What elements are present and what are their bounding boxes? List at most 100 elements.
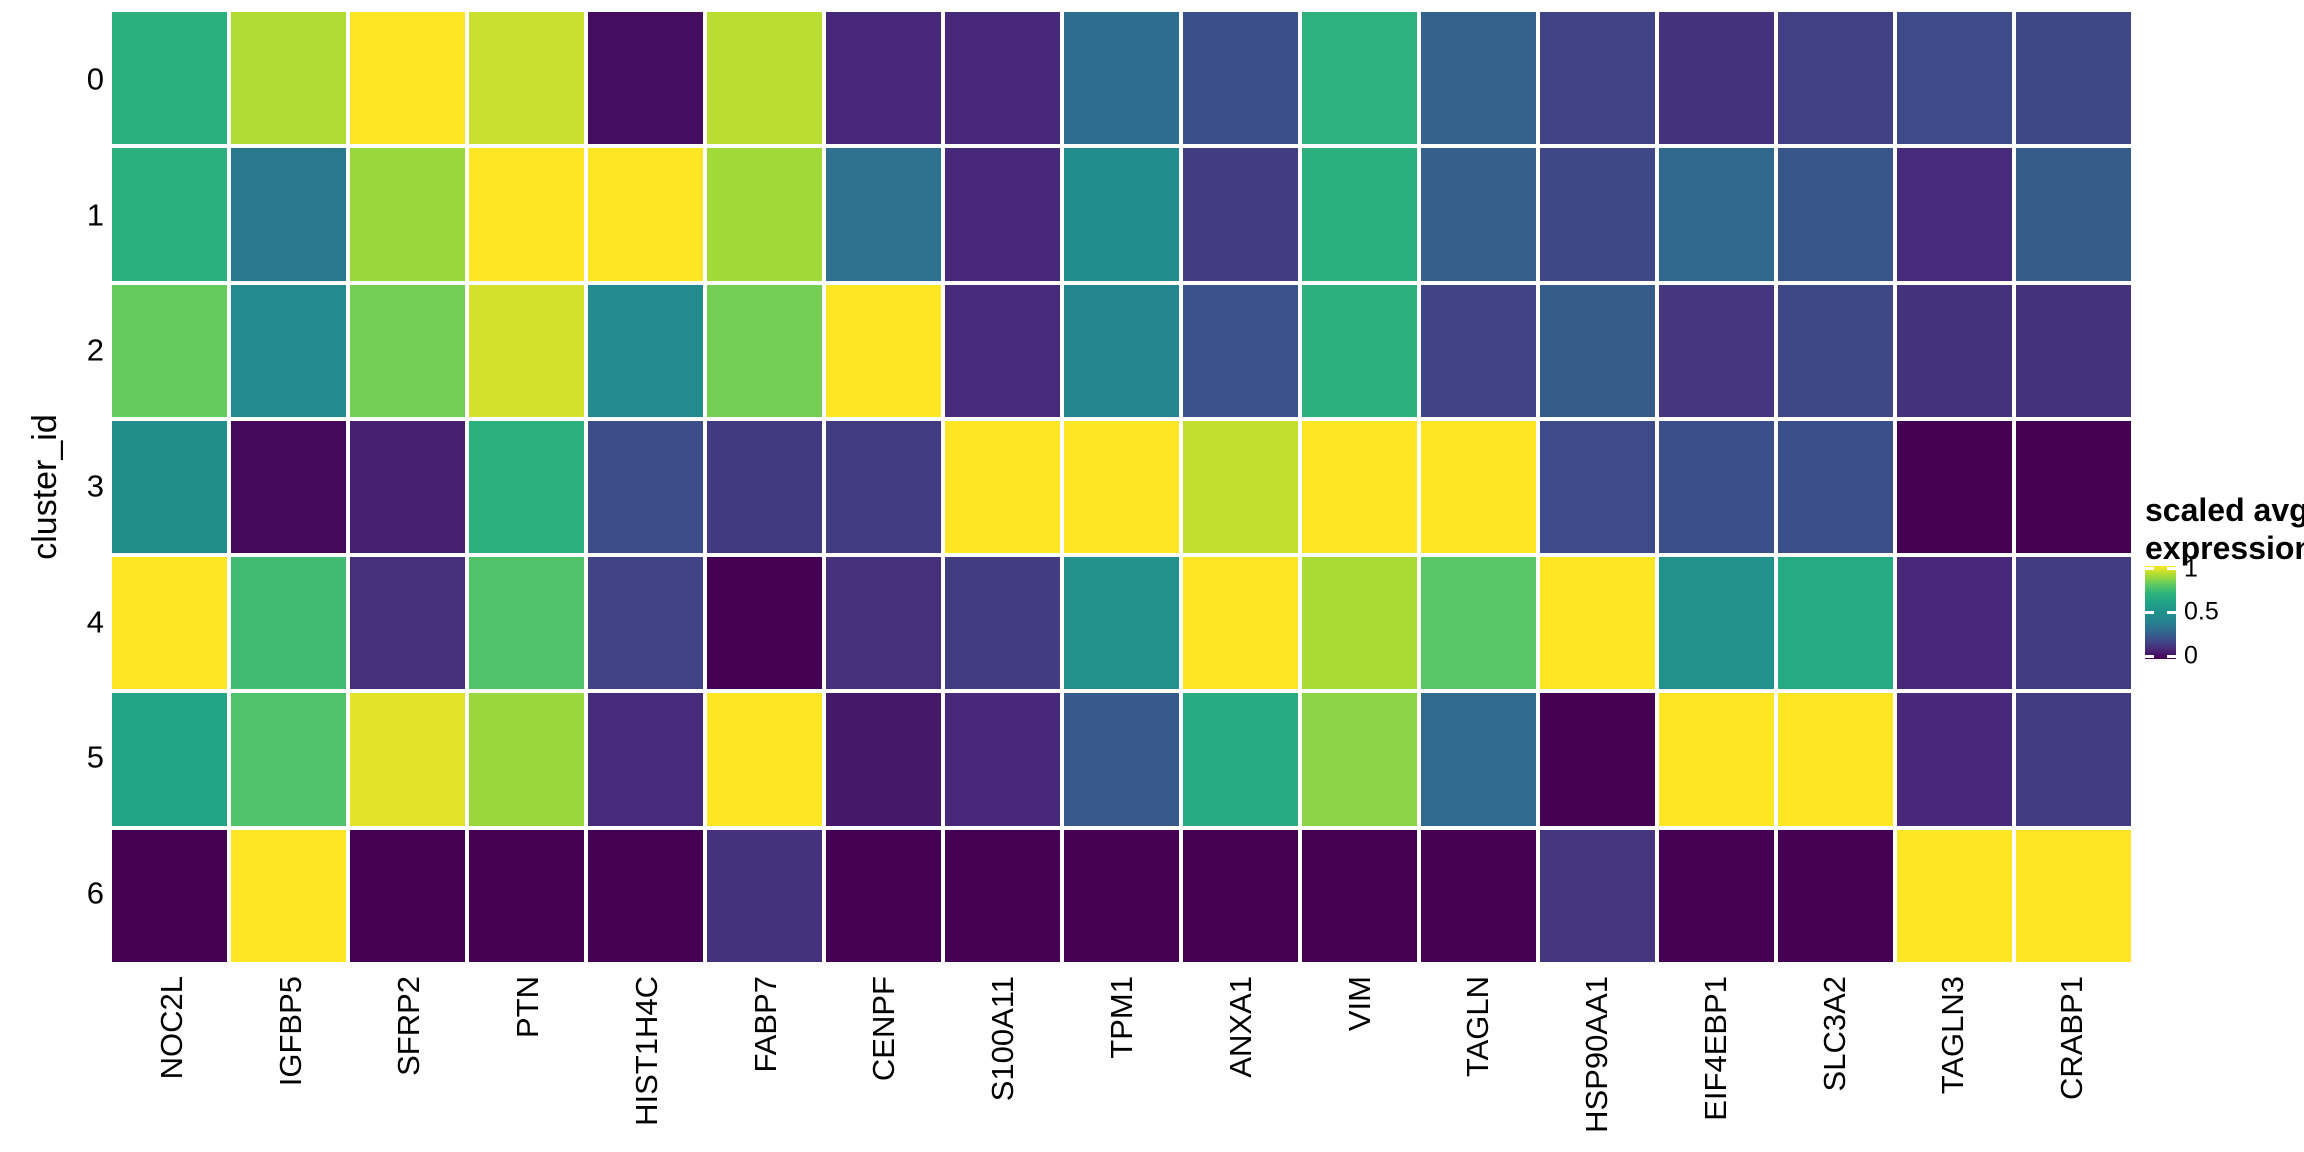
heatmap-cell (112, 284, 227, 417)
heatmap-cell (350, 557, 465, 690)
heatmap-cell (1421, 829, 1536, 962)
heatmap-cell (1302, 284, 1417, 417)
heatmap-cell (1659, 420, 1774, 554)
heatmap-cell (1302, 420, 1417, 554)
heatmap-cell (1421, 420, 1536, 554)
heatmap-cell (112, 557, 227, 690)
heatmap-cell (469, 693, 584, 826)
heatmap-cell (1302, 557, 1417, 690)
heatmap-cell (588, 693, 703, 826)
x-tick-label: SFRP2 (391, 976, 427, 1076)
heatmap-cell (945, 12, 1060, 145)
x-tick-label: PTN (510, 976, 546, 1038)
heatmap-grid (112, 12, 2131, 962)
heatmap-cell (945, 148, 1060, 281)
heatmap-cell (588, 12, 703, 145)
x-tick-label: TAGLN3 (1935, 976, 1971, 1095)
heatmap-cell (112, 693, 227, 826)
heatmap-cell (1540, 284, 1655, 417)
heatmap-cell (588, 148, 703, 281)
heatmap-cell (2016, 829, 2131, 962)
x-tick-label: CRABP1 (2054, 976, 2090, 1101)
heatmap-cell (1778, 829, 1893, 962)
heatmap-cell (350, 420, 465, 554)
heatmap-cell (1064, 693, 1179, 826)
heatmap-cell (588, 557, 703, 690)
heatmap-cell (1302, 829, 1417, 962)
heatmap-cell (1897, 12, 2012, 145)
x-tick-label: HSP90AA1 (1579, 976, 1615, 1133)
x-tick-label: VIM (1341, 976, 1377, 1032)
heatmap-cell (1778, 12, 1893, 145)
heatmap-cell (1778, 693, 1893, 826)
legend-tick-mark (2145, 611, 2154, 614)
heatmap-cell (1897, 148, 2012, 281)
heatmap-cell (826, 557, 941, 690)
heatmap-cell (469, 420, 584, 554)
heatmap-cell (1064, 284, 1179, 417)
x-tick-label: CENPF (866, 976, 902, 1082)
y-tick-label: 2 (86, 332, 104, 368)
heatmap-cell (1302, 693, 1417, 826)
heatmap-cell (1183, 557, 1298, 690)
y-tick-label: 3 (86, 468, 104, 504)
heatmap-cell (350, 693, 465, 826)
legend-tick-value: 1 (2184, 554, 2198, 583)
heatmap-cell (2016, 420, 2131, 554)
heatmap-cell (707, 557, 822, 690)
y-tick-label: 1 (86, 196, 104, 232)
heatmap-cell (112, 12, 227, 145)
heatmap-cell (707, 148, 822, 281)
legend-title-line1: scaled avg. (2145, 492, 2304, 528)
heatmap-cell (1183, 12, 1298, 145)
heatmap-cell (1659, 693, 1774, 826)
heatmap-cell (231, 557, 346, 690)
heatmap-cell (112, 148, 227, 281)
x-tick-label: NOC2L (153, 976, 189, 1080)
legend-tick-mark (2145, 654, 2154, 658)
heatmap-cell (2016, 284, 2131, 417)
heatmap-cell (945, 284, 1060, 417)
x-tick-label: HIST1H4C (628, 976, 664, 1126)
heatmap-cell (1897, 693, 2012, 826)
heatmap-cell (1421, 557, 1536, 690)
heatmap-cell (588, 829, 703, 962)
heatmap-cell (469, 829, 584, 962)
y-tick-label: 0 (86, 61, 104, 97)
heatmap-cell (945, 557, 1060, 690)
heatmap-cell (826, 420, 941, 554)
heatmap-cell (1183, 284, 1298, 417)
heatmap-cell (1183, 420, 1298, 554)
heatmap-cell (1064, 420, 1179, 554)
heatmap-cell (469, 12, 584, 145)
x-tick-label: TPM1 (1104, 976, 1139, 1059)
heatmap-cell (1778, 148, 1893, 281)
heatmap-cell (1183, 693, 1298, 826)
heatmap-cell (1659, 148, 1774, 281)
heatmap-cell (1778, 420, 1893, 554)
heatmap-cell (826, 284, 941, 417)
heatmap-cell (350, 12, 465, 145)
heatmap-cell (707, 12, 822, 145)
heatmap-cell (350, 148, 465, 281)
heatmap-cell (2016, 693, 2131, 826)
heatmap-cell (231, 12, 346, 145)
x-tick-label: TAGLN (1460, 976, 1496, 1078)
heatmap-cell (945, 829, 1060, 962)
heatmap-cell (1897, 557, 2012, 690)
heatmap-cell (1659, 829, 1774, 962)
heatmap-cell (826, 12, 941, 145)
heatmap-cell (469, 148, 584, 281)
heatmap-cell (588, 420, 703, 554)
legend-tick-mark (2167, 567, 2176, 571)
heatmap-cell (1421, 284, 1536, 417)
heatmap-cell (1064, 829, 1179, 962)
heatmap-cell (707, 829, 822, 962)
x-tick-label: FABP7 (747, 976, 783, 1073)
heatmap-cell (1659, 557, 1774, 690)
heatmap-cell (707, 284, 822, 417)
heatmap-cell (1659, 12, 1774, 145)
heatmap-cell (231, 693, 346, 826)
heatmap-cell (1302, 148, 1417, 281)
